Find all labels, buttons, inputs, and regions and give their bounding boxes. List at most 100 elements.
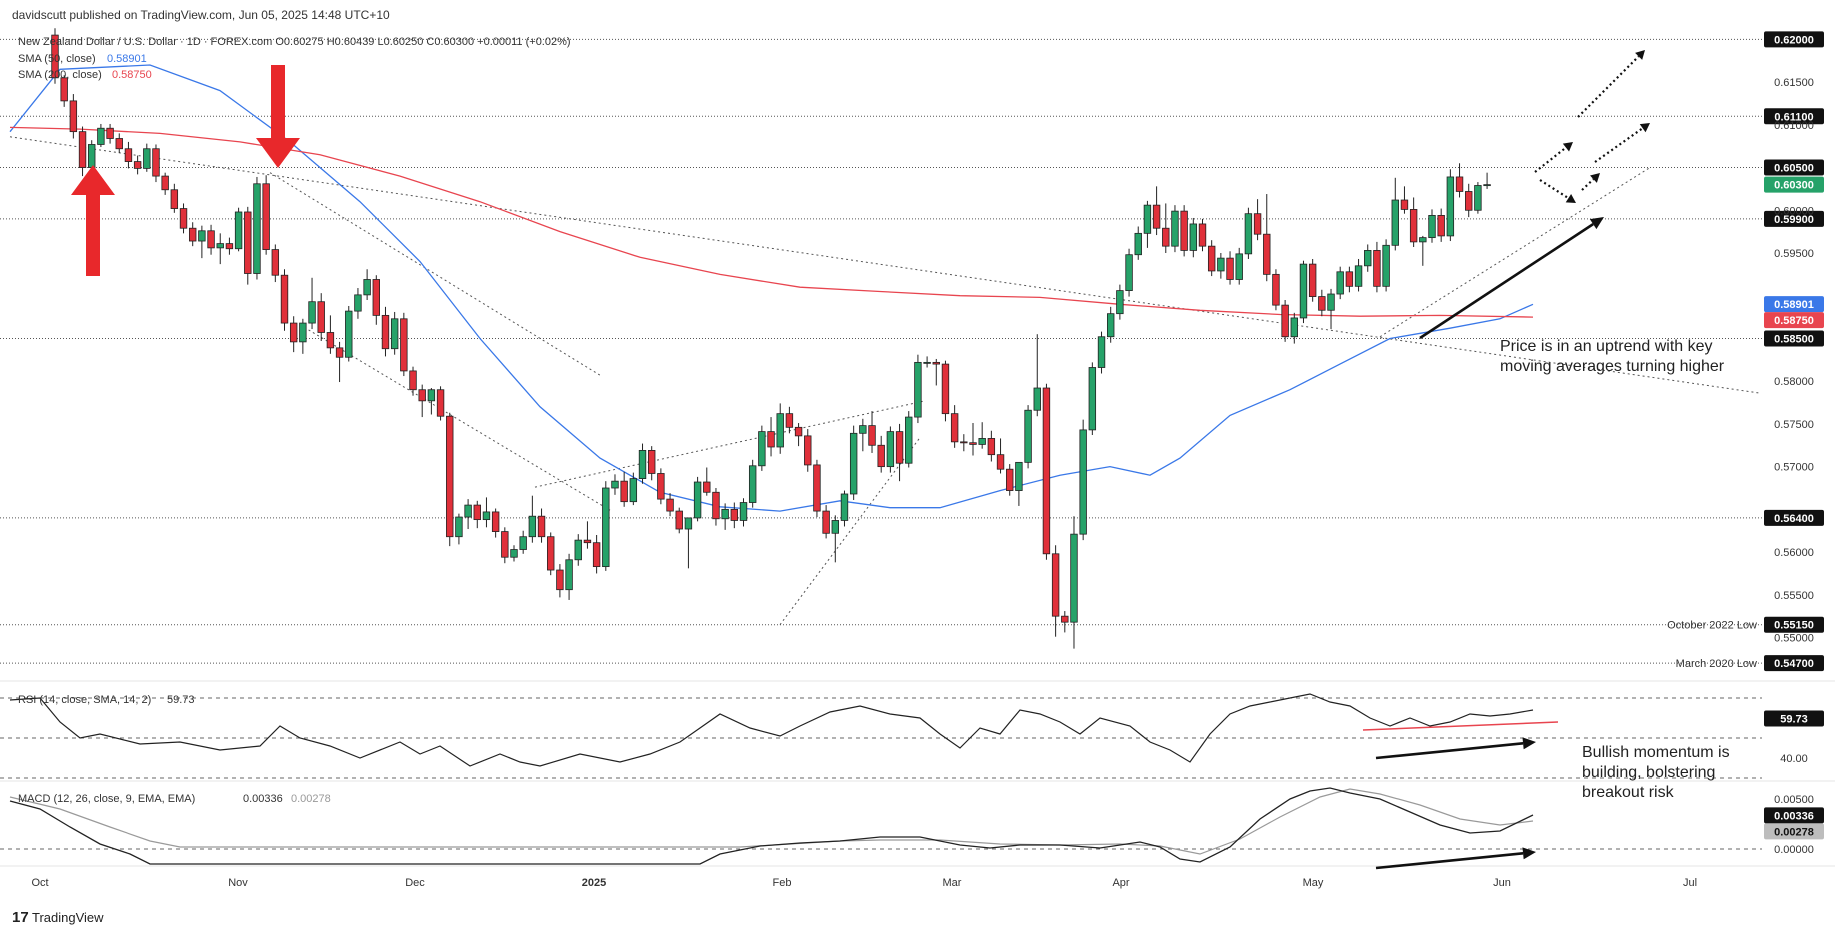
candle-down: [381, 314, 390, 350]
candle-up: [1107, 313, 1115, 338]
candle-down: [1263, 233, 1271, 275]
candle-up: [1336, 271, 1344, 295]
candle-up: [602, 487, 610, 568]
level-tag-label: 0.58500: [1774, 333, 1814, 345]
candle-up: [849, 432, 858, 495]
candle-up: [97, 127, 105, 145]
candle-down: [703, 481, 711, 493]
candle-down: [712, 491, 720, 520]
candle-down: [1400, 199, 1409, 210]
time-tick-label: 2025: [582, 877, 606, 889]
sma200-legend-label: SMA (200, close): [18, 69, 102, 81]
candle-up: [1299, 263, 1308, 319]
candle-down: [207, 230, 215, 249]
candle-down: [78, 131, 87, 168]
candle-down: [730, 508, 739, 521]
pullback-path-arrow: [1539, 179, 1570, 200]
tradingview-logo-icon: 17: [12, 909, 29, 926]
candle-down: [547, 536, 555, 571]
pullback-path-arrow-head-icon: [1565, 193, 1576, 203]
candle-up: [354, 294, 362, 312]
red-arrow-down-icon: [271, 65, 285, 140]
level-tag-label: 0.61100: [1774, 111, 1813, 123]
momentum-annotation: Bullish momentum is building, bolstering…: [1582, 744, 1734, 801]
candle-down: [271, 249, 280, 276]
candle-down: [804, 435, 812, 466]
candle-up: [1015, 461, 1023, 491]
candle-down: [244, 211, 252, 274]
price-tick-label: 0.57500: [1774, 419, 1814, 431]
time-tick-label: Jun: [1493, 877, 1511, 889]
publish-line: davidscutt published on TradingView.com,…: [12, 8, 390, 22]
sma200-line: [9, 126, 1534, 318]
candle-down: [170, 189, 179, 209]
candle-up: [1024, 409, 1032, 463]
candle-down: [115, 138, 123, 150]
rsi-title: RSI (14, close, SMA, 14, 2): [18, 694, 151, 706]
time-tick-label: Apr: [1112, 877, 1129, 889]
candle-down: [69, 100, 78, 133]
candle-down: [1180, 210, 1188, 251]
rsi-indicator: 40.00 59.73: [0, 693, 1824, 779]
candle-up: [1033, 387, 1041, 411]
time-axis[interactable]: Oct Nov Dec 2025 Feb Mar Apr May Jun Jul: [31, 877, 1697, 889]
candle-down: [418, 389, 426, 402]
candle-down: [317, 301, 325, 333]
candle-down: [1281, 304, 1289, 338]
candle-down: [767, 431, 775, 448]
breakout-path-arrow: [1577, 55, 1640, 118]
sma200-legend-value: 0.58750: [112, 69, 152, 81]
candle-down: [335, 347, 344, 358]
signal-value-tag: [1764, 823, 1824, 840]
candle-down: [473, 504, 481, 521]
candle-down: [289, 322, 298, 343]
macd-value-legend: 0.00336: [243, 793, 283, 805]
candle-up: [978, 438, 986, 445]
candle-down: [501, 531, 509, 558]
candle-down: [785, 413, 794, 428]
candle-up: [748, 465, 757, 503]
candle-down: [996, 454, 1005, 470]
candle-up: [510, 549, 518, 558]
candle-down: [1272, 273, 1280, 306]
level-tag: [1764, 616, 1824, 633]
candle-down: [179, 208, 188, 229]
last-price-tag: [1764, 176, 1824, 193]
candle-up: [390, 318, 399, 350]
rsi-tick-label: 40.00: [1780, 753, 1808, 765]
candle-up: [1474, 185, 1482, 211]
candle-down: [822, 510, 830, 534]
rsi-divergence-arrow: [1375, 741, 1524, 760]
candle-down: [262, 183, 270, 250]
candle-up: [914, 361, 922, 418]
macd-title: MACD (12, 26, close, 9, EMA, EMA): [18, 793, 195, 805]
candle-down: [124, 148, 133, 162]
price-tick-label: 0.58000: [1774, 376, 1814, 388]
candle-down: [1437, 214, 1445, 237]
sma50-line: [9, 64, 1534, 512]
candle-up: [216, 243, 224, 249]
candle-down: [1409, 209, 1418, 243]
macd-value-tag-label: 0.00336: [1774, 810, 1814, 822]
candle-up: [253, 183, 261, 274]
candle-up: [739, 502, 748, 521]
candle-up: [638, 449, 647, 479]
candle-up: [1217, 257, 1225, 272]
candle-up: [1116, 290, 1124, 315]
time-tick-label: May: [1303, 877, 1324, 889]
candle-up: [519, 536, 527, 550]
candle-down: [409, 370, 417, 391]
candle-down: [51, 34, 59, 79]
price-tick-label: 0.61000: [1774, 120, 1814, 132]
candle-up: [1097, 336, 1106, 368]
candle-up: [1088, 367, 1097, 431]
rsi-value-tag-label: 59.73: [1780, 714, 1808, 726]
candle-up: [840, 493, 849, 521]
macd-divergence-arrow: [1375, 851, 1524, 870]
price-axis[interactable]: 0.62000 0.61100 0.60500 0.59900 0.58500 0.564…: [1667, 31, 1824, 672]
rsi-divergence-arrow-head-icon: [1522, 737, 1536, 750]
candle-up: [684, 517, 693, 530]
level-tag-label: 0.62000: [1774, 34, 1814, 46]
candle-up: [1354, 265, 1363, 287]
